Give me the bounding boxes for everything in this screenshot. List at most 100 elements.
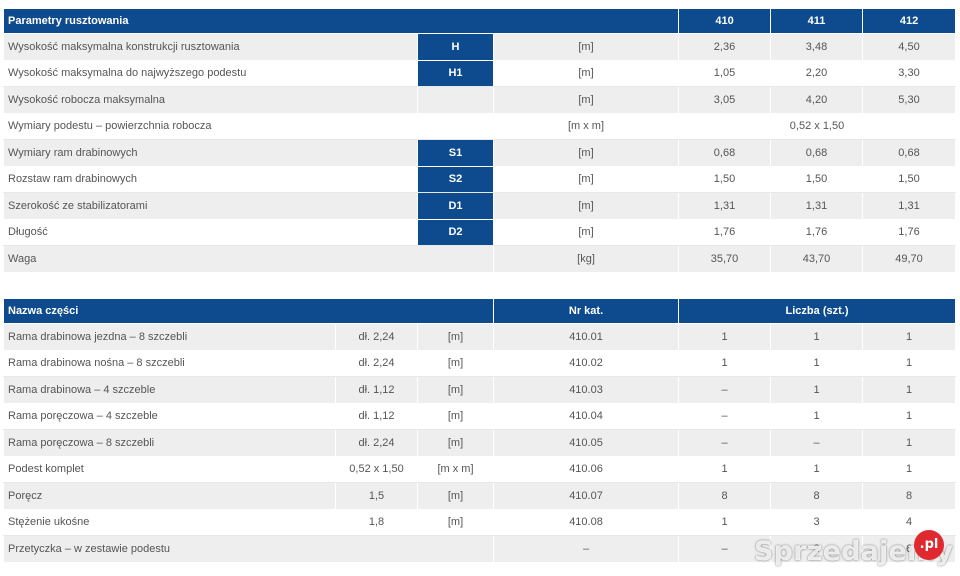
- table-row: Rama drabinowa nośna – 8 szczebli dł. 2,…: [3, 349, 957, 377]
- part-dimension: 1,8: [335, 508, 418, 536]
- part-dimension: 0,52 x 1,50: [335, 455, 418, 483]
- table-row: Wymiary podestu – powierzchnia robocza […: [3, 112, 957, 140]
- parameter-value: 3,05: [678, 86, 772, 114]
- table-row: Poręcz 1,5 [m] 410.07 8 8 8: [3, 482, 957, 510]
- parameter-value: 43,70: [770, 245, 864, 273]
- parameter-symbol: S1: [417, 139, 494, 167]
- part-count: –: [678, 429, 772, 457]
- table-row: Rama drabinowa – 4 szczeble dł. 1,12 [m]…: [3, 376, 957, 404]
- parameter-label: Rozstaw ram drabinowych: [3, 165, 418, 193]
- table-row: Rama drabinowa jezdna – 8 szczebli dł. 2…: [3, 323, 957, 351]
- model-header: 411: [770, 8, 864, 34]
- part-count: 2: [770, 535, 864, 563]
- parameter-value: 2,36: [678, 33, 772, 61]
- parameter-value: 1,05: [678, 59, 772, 87]
- part-catalog-number: 410.03: [493, 376, 680, 404]
- part-dimension: dł. 2,24: [335, 429, 418, 457]
- parts-name-header: Nazwa części: [2, 298, 495, 324]
- parameter-value: 0,68: [770, 139, 864, 167]
- parameter-value: 3,48: [770, 33, 864, 61]
- parameter-label: Wymiary ram drabinowych: [3, 139, 418, 167]
- table-row: Wymiary ram drabinowych S1 [m] 0,68 0,68…: [3, 139, 957, 167]
- parameter-unit: [m x m]: [492, 112, 680, 140]
- parameter-value: 1,50: [678, 165, 772, 193]
- parameter-unit: [m]: [492, 33, 680, 61]
- part-count: 1: [862, 323, 957, 351]
- part-count: 1: [678, 323, 772, 351]
- part-count: –: [678, 535, 772, 563]
- table-row: Rama poręczowa – 4 szczeble dł. 1,12 [m]…: [3, 402, 957, 430]
- part-count: 1: [770, 323, 864, 351]
- table-row: Przetyczka – w zestawie podestu – – 2 6: [2, 535, 957, 563]
- parameter-symbol: S2: [417, 165, 494, 193]
- part-catalog-number: –: [493, 535, 680, 563]
- parts-header-row: Nazwa części Nr kat. Liczba (szt.): [2, 298, 957, 324]
- model-header: 410: [678, 8, 772, 34]
- parameter-value: 5,30: [862, 86, 957, 114]
- parameter-symbol: H1: [417, 59, 494, 87]
- part-unit: [m]: [416, 376, 495, 404]
- part-unit: [m]: [416, 323, 495, 351]
- part-count: 1: [862, 429, 957, 457]
- part-unit: [m x m]: [416, 455, 495, 483]
- parameter-label: Długość: [3, 218, 418, 246]
- part-unit: [m]: [416, 402, 495, 430]
- part-name: Poręcz: [3, 482, 336, 510]
- table-row: Wysokość maksymalna konstrukcji rusztowa…: [3, 33, 957, 61]
- part-unit: [m]: [416, 508, 495, 536]
- part-count: 1: [862, 376, 957, 404]
- parameter-value: 1,31: [770, 192, 864, 220]
- table-row: Długość D2 [m] 1,76 1,76 1,76: [3, 218, 957, 246]
- parameter-value: 49,70: [862, 245, 957, 273]
- parameter-label: Wymiary podestu – powierzchnia robocza: [3, 112, 494, 140]
- part-catalog-number: 410.01: [493, 323, 680, 351]
- part-count: 8: [770, 482, 864, 510]
- quantity-header: Liczba (szt.): [678, 298, 957, 324]
- parameter-unit: [kg]: [492, 245, 680, 273]
- part-name: Rama poręczowa – 4 szczeble: [3, 402, 336, 430]
- model-header: 412: [862, 8, 957, 34]
- parameter-unit: [m]: [492, 86, 680, 114]
- scaffold-parameters-table: Parametry rusztowania 410 411 412 Wysoko…: [2, 8, 957, 273]
- part-count: 1: [678, 455, 772, 483]
- part-name: Przetyczka – w zestawie podestu: [2, 535, 495, 563]
- catalog-number-header: Nr kat.: [493, 298, 680, 324]
- parameters-title: Parametry rusztowania: [2, 8, 680, 34]
- parameter-value: 4,50: [862, 33, 957, 61]
- table-row: Rozstaw ram drabinowych S2 [m] 1,50 1,50…: [3, 165, 957, 193]
- part-name: Rama poręczowa – 8 szczebli: [3, 429, 336, 457]
- part-count: 1: [862, 349, 957, 377]
- part-count: 1: [678, 508, 772, 536]
- table-row: Podest komplet 0,52 x 1,50 [m x m] 410.0…: [3, 455, 957, 483]
- parameter-value: 1,76: [862, 218, 957, 246]
- parameters-header-row: Parametry rusztowania 410 411 412: [2, 8, 957, 34]
- parameter-value: 1,50: [862, 165, 957, 193]
- part-name: Rama drabinowa – 4 szczeble: [3, 376, 336, 404]
- parameter-value: 0,68: [678, 139, 772, 167]
- parameter-label: Wysokość maksymalna do najwyższego podes…: [3, 59, 418, 87]
- part-name: Rama drabinowa jezdna – 8 szczebli: [3, 323, 336, 351]
- table-row: Rama poręczowa – 8 szczebli dł. 2,24 [m]…: [3, 429, 957, 457]
- part-count: –: [678, 376, 772, 404]
- part-count: –: [770, 429, 864, 457]
- part-count: 4: [862, 508, 957, 536]
- part-name: Rama drabinowa nośna – 8 szczebli: [3, 349, 336, 377]
- part-count: 1: [770, 402, 864, 430]
- parameter-value: 3,30: [862, 59, 957, 87]
- table-row: Stężenie ukośne 1,8 [m] 410.08 1 3 4: [3, 508, 957, 536]
- part-catalog-number: 410.02: [493, 349, 680, 377]
- parameter-value: 4,20: [770, 86, 864, 114]
- parameter-label: Waga: [3, 245, 494, 273]
- part-catalog-number: 410.05: [493, 429, 680, 457]
- parameter-label: Szerokość ze stabilizatorami: [3, 192, 418, 220]
- part-count: 1: [770, 349, 864, 377]
- parameter-symbol: D2: [417, 218, 494, 246]
- table-row: Waga [kg] 35,70 43,70 49,70: [3, 245, 957, 273]
- part-catalog-number: 410.04: [493, 402, 680, 430]
- parameter-unit: [m]: [492, 59, 680, 87]
- part-count: 8: [678, 482, 772, 510]
- parameter-symbol: D1: [417, 192, 494, 220]
- parameter-value: 0,68: [862, 139, 957, 167]
- parameter-value: 1,76: [770, 218, 864, 246]
- parameter-label: Wysokość maksymalna konstrukcji rusztowa…: [3, 33, 418, 61]
